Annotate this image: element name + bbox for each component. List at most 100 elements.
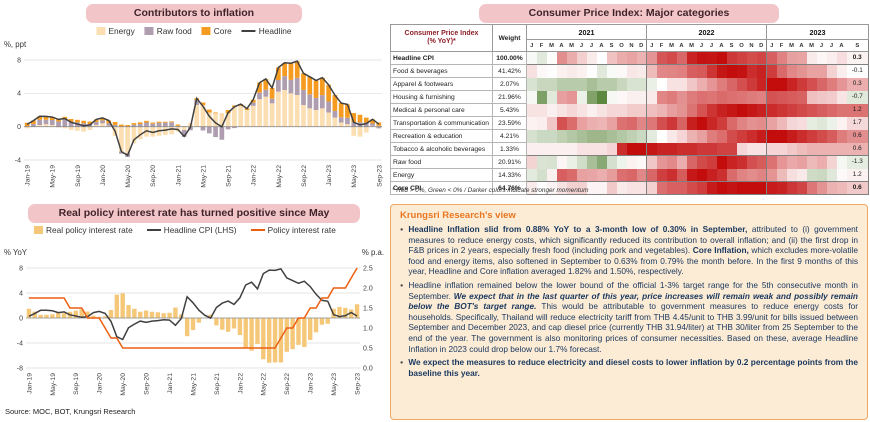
heatmap-cell [686, 77, 697, 91]
heatmap-cell [736, 181, 747, 195]
policy-rate-panel: Real policy interest rate has turned pos… [0, 200, 388, 422]
heatmap-cell [616, 103, 627, 117]
legend-label: Headline CPI (LHS) [163, 225, 237, 235]
heatmap-cell [636, 181, 647, 195]
heatmap-cell [756, 51, 767, 65]
heatmap-cell-latest: -0.1 [846, 64, 869, 78]
row-weight: 23.59% [492, 116, 527, 130]
legend-item: Headline [241, 26, 292, 36]
heatmap-cell [656, 51, 667, 65]
heatmap-cell [746, 116, 757, 130]
heatmap-cell [726, 155, 737, 169]
month-header: A [796, 39, 807, 52]
heatmap-cell [786, 51, 797, 65]
svg-text:-4: -4 [15, 157, 21, 164]
heatmap-cell [536, 142, 547, 156]
year-header: 2022 [646, 24, 767, 40]
heatmap-cell [826, 168, 837, 182]
heatmap-cell [666, 168, 677, 182]
row-weight: 4.21% [492, 129, 527, 143]
heatmap-cell [596, 129, 607, 143]
heatmap-cell [706, 168, 717, 182]
heatmap-cell [736, 168, 747, 182]
heatmap-cell [706, 103, 717, 117]
heatmap-cell [526, 181, 537, 195]
heatmap-row: Housing & furnishing 21.96% -0.7 [390, 90, 869, 104]
month-header: N [746, 39, 757, 52]
heatmap-cell [746, 168, 757, 182]
heatmap-cell [546, 129, 557, 143]
row-weight: 100.00% [492, 51, 527, 65]
heatmap-cell [676, 116, 687, 130]
heatmap-cell [586, 168, 597, 182]
svg-text:Sep-23: Sep-23 [355, 373, 362, 395]
heatmap-cell [566, 64, 577, 78]
heatmap-cell [726, 90, 737, 104]
svg-text:1.5: 1.5 [363, 305, 373, 312]
view-bullet: ● Headline Inflation slid from 0.88% YoY … [400, 224, 858, 277]
policy-left-axis-label: % YoY [4, 248, 27, 257]
heatmap-cell [666, 77, 677, 91]
heatmap-cell [576, 64, 587, 78]
heatmap-cell [546, 155, 557, 169]
month-header: S [726, 39, 737, 52]
row-label: Core CPI [390, 181, 493, 195]
svg-text:May-20: May-20 [120, 373, 127, 396]
heatmap-cell [576, 181, 587, 195]
heatmap-cell [836, 142, 847, 156]
heatmap-cell [826, 155, 837, 169]
heatmap-cell [766, 103, 777, 117]
bullet-icon: ● [400, 283, 404, 290]
heatmap-cell [776, 103, 787, 117]
heatmap-row: Core CPI 64.76% 0.6 [390, 181, 869, 195]
heatmap-cell [806, 64, 817, 78]
heatmap-cell [816, 155, 827, 169]
heatmap-cell [526, 142, 537, 156]
svg-text:Sep-20: Sep-20 [150, 165, 157, 187]
month-header: A [676, 39, 687, 52]
heatmap-cell [706, 142, 717, 156]
legend-item: Core [201, 26, 232, 36]
source-note: Source: MOC, BOT, Krungsri Research [5, 407, 136, 416]
heatmap-cell [756, 103, 767, 117]
heatmap-cell [706, 64, 717, 78]
heatmap-cell [576, 116, 587, 130]
heatmap-cell [716, 181, 727, 195]
heatmap-cell [836, 168, 847, 182]
policy-right-axis-label: % p.a. [361, 248, 384, 257]
contributors-title: Contributors to inflation [86, 4, 302, 23]
heatmap-cell [676, 142, 687, 156]
heatmap-cell [596, 51, 607, 65]
heatmap-cell [686, 103, 697, 117]
heatmap-cell [616, 181, 627, 195]
heatmap-cell [826, 90, 837, 104]
heatmap-cell [766, 155, 777, 169]
heatmap-cell [556, 142, 567, 156]
heatmap-cell [776, 51, 787, 65]
heatmap-cell [556, 77, 567, 91]
heatmap-cell [556, 90, 567, 104]
heatmap-cell [656, 181, 667, 195]
heatmap-cell [586, 51, 597, 65]
heatmap-cell [616, 142, 627, 156]
heatmap-cell [536, 77, 547, 91]
heatmap-cell [566, 77, 577, 91]
svg-text:0: 0 [17, 124, 21, 131]
svg-text:May-22: May-22 [261, 373, 268, 396]
heatmap-cell [746, 77, 757, 91]
heatmap-cell [736, 64, 747, 78]
contributors-chart: 8 4 0 -4 Jan-19 May-19 Sep-19 Jan-20 May-20 Sep-2… [15, 57, 384, 187]
heatmap-cell [716, 103, 727, 117]
heatmap-cell [716, 168, 727, 182]
heatmap-cell [636, 129, 647, 143]
row-label: Housing & furnishing [390, 90, 493, 104]
heatmap-cell [796, 142, 807, 156]
heatmap-cell [666, 155, 677, 169]
month-header: J [766, 39, 777, 52]
heatmap-cell [666, 90, 677, 104]
cpi-heatmap-table: Consumer Price Index (% YoY)* Weight 2021 20… [390, 24, 869, 195]
heatmap-cell [566, 90, 577, 104]
heatmap-cell [696, 155, 707, 169]
heatmap-cell [776, 90, 787, 104]
heatmap-cell [776, 155, 787, 169]
